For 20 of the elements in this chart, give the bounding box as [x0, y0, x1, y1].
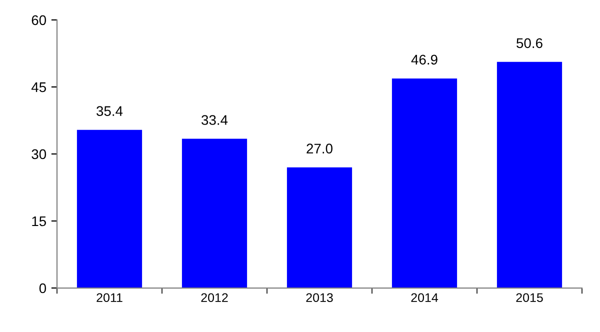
y-tick-label: 30 — [32, 149, 46, 160]
x-tick-label: 2014 — [411, 293, 438, 302]
data-label: 46.9 — [411, 54, 438, 65]
data-label: 35.4 — [96, 106, 123, 116]
data-label: 50.6 — [516, 38, 542, 48]
y-tick-label: 15 — [32, 216, 46, 226]
bar — [76, 130, 142, 288]
x-tick-label: 2015 — [516, 293, 543, 302]
bar — [286, 167, 352, 288]
data-label: 33.4 — [202, 115, 228, 125]
bar — [392, 78, 458, 288]
data-label: 27.0 — [306, 144, 332, 154]
y-tick-label: 0 — [39, 283, 46, 294]
y-tick-label: 45 — [31, 82, 46, 92]
x-tick-label: 2012 — [201, 293, 228, 302]
bar — [496, 62, 562, 288]
bar — [182, 138, 248, 288]
x-tick-label: 2013 — [306, 293, 333, 302]
y-tick-label: 60 — [32, 15, 46, 26]
x-tick-label: 2011 — [96, 293, 122, 302]
